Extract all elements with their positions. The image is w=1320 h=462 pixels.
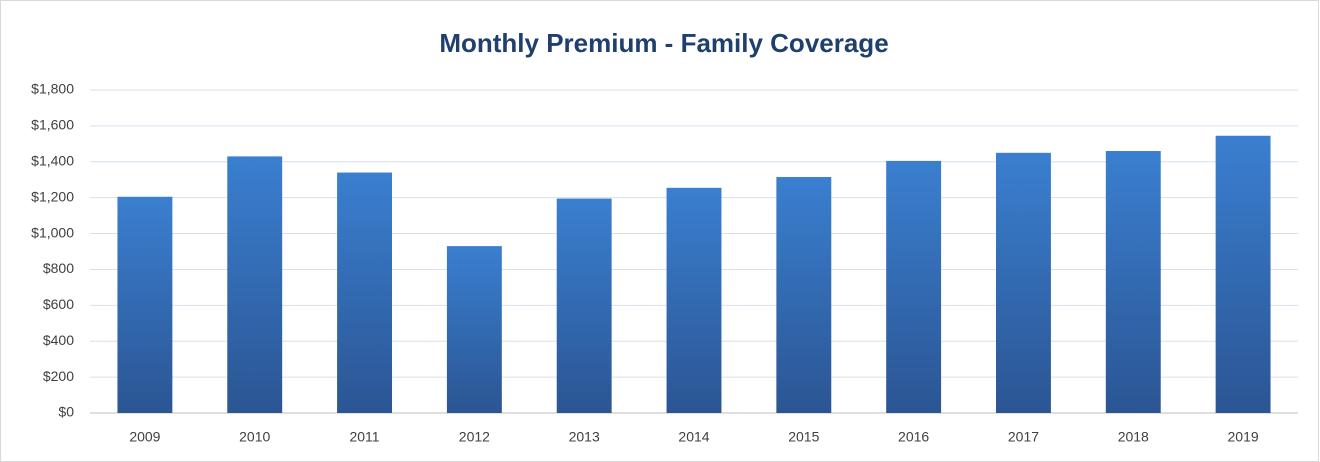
bar bbox=[1105, 151, 1161, 413]
x-tick-label: 2014 bbox=[678, 429, 709, 445]
y-tick-label: $0 bbox=[58, 404, 74, 420]
bar bbox=[556, 198, 612, 413]
y-tick-label: $600 bbox=[43, 296, 74, 312]
x-tick-label: 2015 bbox=[788, 429, 819, 445]
bar bbox=[337, 172, 392, 413]
x-tick-label: 2013 bbox=[569, 429, 600, 445]
y-tick-label: $800 bbox=[43, 260, 74, 276]
bar bbox=[666, 187, 722, 413]
bar bbox=[886, 160, 942, 413]
bar bbox=[996, 152, 1051, 414]
bar bbox=[117, 196, 173, 413]
chart-title: Monthly Premium - Family Coverage bbox=[439, 28, 888, 58]
x-tick-label: 2010 bbox=[239, 429, 270, 445]
y-tick-label: $1,000 bbox=[31, 224, 74, 240]
x-tick-label: 2017 bbox=[1008, 429, 1039, 445]
y-tick-label: $200 bbox=[43, 368, 74, 384]
y-tick-label: $1,200 bbox=[31, 188, 74, 204]
x-tick-label: 2012 bbox=[459, 429, 490, 445]
y-tick-label: $1,800 bbox=[31, 81, 74, 97]
y-tick-label: $400 bbox=[43, 332, 74, 348]
x-tick-label: 2019 bbox=[1228, 429, 1259, 445]
x-tick-label: 2018 bbox=[1118, 429, 1149, 445]
bar bbox=[776, 177, 832, 413]
x-tick-label: 2016 bbox=[898, 429, 929, 445]
bar bbox=[227, 156, 283, 413]
x-tick-label: 2011 bbox=[349, 429, 379, 445]
bar bbox=[1215, 135, 1271, 413]
x-tick-label: 2009 bbox=[129, 429, 160, 445]
y-tick-label: $1,400 bbox=[31, 152, 74, 168]
y-tick-label: $1,600 bbox=[31, 117, 74, 133]
bar bbox=[446, 246, 502, 413]
